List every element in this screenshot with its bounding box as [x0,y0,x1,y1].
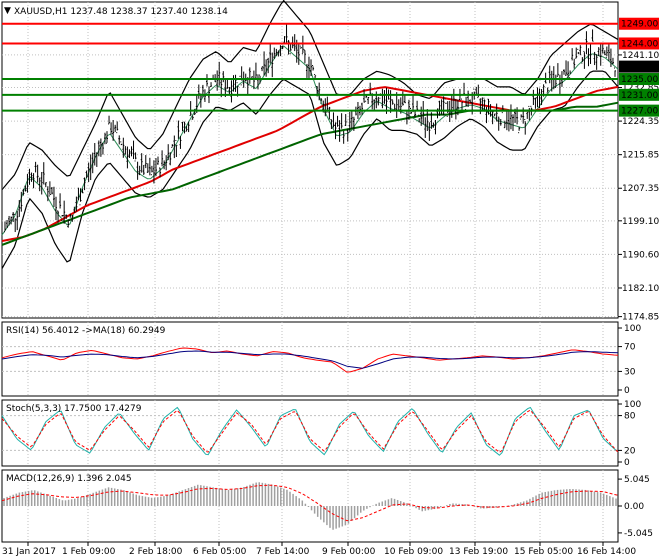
x-tick-label: 7 Feb 14:00 [256,547,310,557]
y-tick-label: 100 [624,324,641,334]
stochastic-pane[interactable]: 100 80 20 0 Stoch(5,3,3) 17.7500 17.4279 [1,399,641,468]
price-level-label: 1249.00 [621,20,658,30]
price-level-tag [619,17,659,30]
y-tick-label: 0 [624,386,630,396]
pane-frame [1,1,619,319]
x-tick-label: 6 Feb 05:00 [193,547,247,557]
price-level-tag [619,37,659,50]
y-tick-label: 1224.35 [622,117,659,127]
macd-title: MACD(12,26,9) 1.396 2.045 [6,474,132,484]
current-price-tag [619,60,659,73]
y-tick-label: 1241.10 [622,51,659,61]
x-tick-label: 13 Feb 19:00 [449,547,508,557]
y-tick-label: 20 [624,446,636,456]
y-tick-label: 1207.35 [622,184,659,194]
price-pane[interactable]: 1241.10 1232.85 1224.35 1215.85 1207.35 1199.… [1,0,659,323]
y-tick-label: 1174.85 [622,313,659,323]
rsi-ma-line [1,350,619,369]
price-level-tag [619,73,659,86]
upper-band-line [1,0,619,190]
price-level-label: 1227.00 [621,107,658,117]
y-tick-label: 1190.60 [622,250,659,260]
y-tick-label: 0.00 [624,502,644,512]
y-tick-label: 1199.10 [622,217,659,227]
rsi-line [1,347,619,373]
symbol-info: XAUUSD,H1 1237.48 1238.37 1237.40 1238.1… [14,7,228,17]
macd-pane[interactable]: 5.045 0.00 -5.045 MACD(12,26,9) 1.396 2.045 [1,469,653,543]
price-level-label: 1244.00 [621,39,658,49]
x-tick-label: 31 Jan 2017 [2,547,56,557]
y-tick-label: 1182.10 [622,284,659,294]
x-tick-label: 10 Feb 09:00 [384,547,443,557]
rsi-pane[interactable]: 100 70 30 0 RSI(14) 56.4012 ->MA(18) 60.2949 [1,321,641,397]
x-tick-label: 15 Feb 05:00 [514,547,573,557]
time-axis: 31 Jan 2017 1 Feb 09:00 2 Feb 18:00 6 Feb 0… [2,542,636,557]
y-tick-label: 30 [624,367,636,377]
price-level-tag [619,88,659,101]
current-price-label: 1238.14 [621,63,658,73]
price-level-label: 1235.00 [621,75,658,85]
y-tick-label: 1215.85 [622,151,659,161]
lower-band-line [1,70,619,269]
y-tick-label: 70 [624,343,636,353]
price-level-label: 1231.00 [621,91,658,101]
symbol-menu-icon[interactable]: ▼ [4,6,11,16]
pane-frame [1,399,619,467]
y-tick-label: 5.045 [624,475,650,485]
y-tick-label: 100 [624,400,641,410]
y-tick-label: 0 [624,458,630,468]
price-level-tag [619,104,659,117]
rsi-title: RSI(14) 56.4012 ->MA(18) 60.2949 [6,326,166,336]
y-tick-label: 80 [624,412,636,422]
y-tick-label: -5.045 [624,529,653,539]
stoch-main-line [1,406,619,456]
x-tick-label: 2 Feb 18:00 [129,547,183,557]
x-tick-label: 9 Feb 00:00 [322,547,376,557]
y-tick-label: 1232.85 [622,84,659,94]
chart-header: ▼ XAUUSD,H1 1237.48 1238.37 1237.40 1238… [4,6,228,17]
stoch-title: Stoch(5,3,3) 17.7500 17.4279 [6,404,142,414]
x-tick-label: 1 Feb 09:00 [62,547,116,557]
x-tick-label: 16 Feb 14:00 [577,547,636,557]
